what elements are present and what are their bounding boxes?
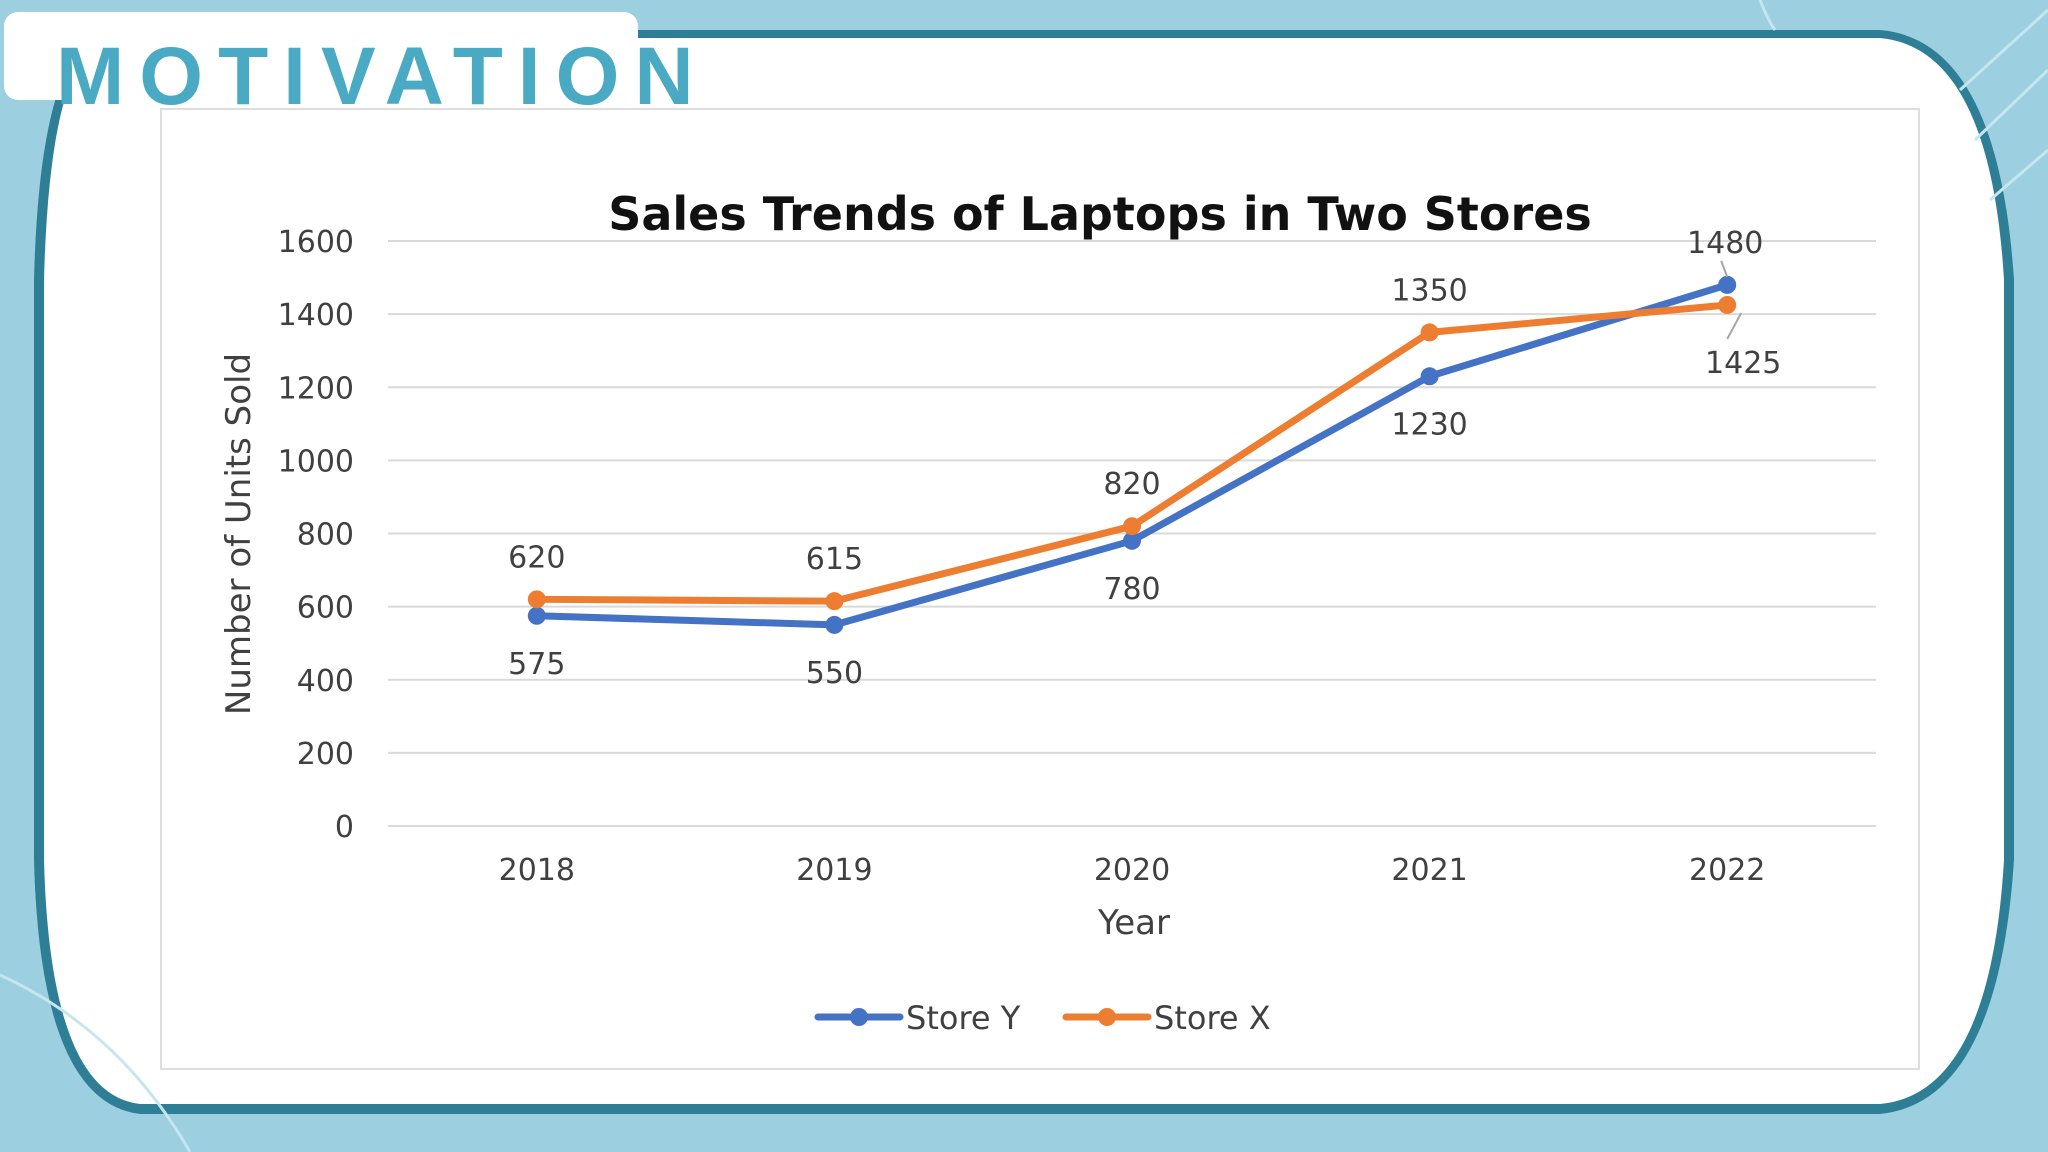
y-tick-label: 1600	[278, 225, 354, 260]
y-axis-title: Number of Units Sold	[219, 353, 259, 715]
data-point-store-y-2018	[527, 606, 546, 625]
data-label-store-y-2019: 550	[806, 656, 863, 691]
y-tick-label: 400	[297, 664, 354, 699]
data-label-store-x-2022: 1425	[1705, 346, 1781, 381]
y-tick-label: 0	[335, 810, 354, 845]
legend-marker-store-y	[850, 1008, 868, 1026]
legend-label-store-y: Store Y	[906, 999, 1021, 1037]
x-axis-title: Year	[1097, 903, 1170, 943]
data-point-store-x-2020	[1123, 517, 1141, 536]
x-tick-label-2022: 2022	[1689, 853, 1765, 888]
data-point-store-x-2021	[1420, 323, 1439, 342]
y-tick-label: 600	[297, 591, 354, 626]
y-tick-label: 800	[297, 518, 354, 553]
data-label-store-x-2020: 820	[1103, 467, 1160, 502]
data-point-store-y-2019	[825, 615, 844, 634]
x-tick-label-2020: 2020	[1094, 853, 1170, 888]
data-label-store-x-2019: 615	[806, 542, 863, 577]
data-label-store-y-2020: 780	[1103, 572, 1160, 607]
chart-title: Sales Trends of Laptops in Two Stores	[608, 187, 1592, 241]
data-label-store-y-2022: 1480	[1687, 226, 1763, 261]
y-tick-label: 1400	[278, 298, 354, 333]
data-point-store-x-2018	[527, 590, 546, 609]
data-label-store-x-2018: 620	[508, 540, 565, 575]
y-tick-label: 1000	[278, 444, 354, 479]
legend-label-store-x: Store X	[1154, 999, 1271, 1037]
y-tick-label: 1200	[278, 371, 354, 406]
leader-line-store-x	[1726, 312, 1743, 340]
data-label-store-y-2018: 575	[508, 647, 565, 682]
chart-frame	[160, 108, 1920, 1070]
data-point-store-y-2022	[1718, 275, 1737, 294]
series-line-store-x	[533, 301, 1731, 605]
page-title: MOTIVATION	[56, 31, 709, 122]
data-point-store-y-2021	[1420, 367, 1439, 386]
data-point-store-x-2019	[825, 592, 844, 611]
x-tick-label-2021: 2021	[1391, 853, 1467, 888]
legend-marker-store-x	[1098, 1008, 1116, 1026]
x-tick-label-2019: 2019	[796, 853, 872, 888]
data-point-store-x-2022	[1718, 295, 1737, 314]
data-point-store-y-2020	[1123, 531, 1141, 550]
x-tick-label-2018: 2018	[499, 853, 575, 888]
data-label-store-x-2021: 1350	[1391, 273, 1467, 308]
leader-line-store-y	[1720, 260, 1729, 278]
heading-tab	[4, 12, 638, 100]
data-label-store-y-2021: 1230	[1391, 407, 1467, 442]
y-tick-label: 200	[297, 737, 354, 772]
